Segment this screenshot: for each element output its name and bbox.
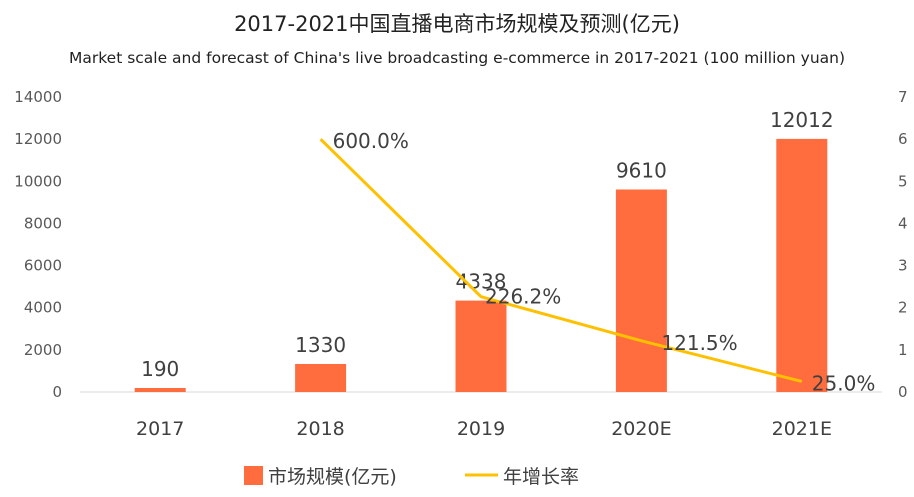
y-tick-label: 4000: [24, 299, 62, 317]
y2-tick-label: 6: [898, 130, 908, 148]
x-tick-label: 2018: [296, 418, 344, 440]
bar-value-label: 1330: [295, 333, 346, 357]
legend-label-line: 年增长率: [503, 466, 579, 488]
bar-value-label: 190: [141, 357, 179, 381]
growth-rate-series: [319, 138, 803, 383]
bar: [776, 138, 828, 392]
y2-tick-label: 1: [898, 341, 908, 359]
y-tick-label: 6000: [24, 257, 62, 275]
x-tick-label: 2021E: [772, 418, 832, 440]
x-tick-label: 2017: [136, 418, 184, 440]
bar-value-label: 12012: [770, 108, 834, 132]
y-tick-label: 12000: [14, 130, 62, 148]
bar: [134, 387, 186, 392]
left-axis-ticks: 0 2000 4000 6000 8000 10000 12000 14000: [14, 88, 62, 401]
chart-title: 2017-2021中国直播电商市场规模及预测(亿元): [234, 12, 680, 36]
y-tick-label: 0: [52, 383, 62, 401]
x-tick-label: 2019: [457, 418, 505, 440]
bar-series: [134, 138, 828, 392]
right-axis-ticks: 0 1 2 3 4 5 6 7: [898, 88, 908, 401]
growth-rate-label: 121.5%: [661, 331, 737, 355]
bar: [295, 363, 347, 392]
legend-swatch-bar: [244, 466, 263, 485]
bar-value-label: 9610: [616, 159, 667, 183]
legend-label-bar: 市场规模(亿元): [268, 466, 397, 488]
y2-tick-label: 5: [898, 172, 908, 190]
growth-rate-label: 600.0%: [333, 129, 409, 153]
x-tick-label: 2020E: [611, 418, 671, 440]
y2-tick-label: 2: [898, 299, 908, 317]
y-tick-label: 14000: [14, 88, 62, 106]
legend: 市场规模(亿元) 年增长率: [244, 466, 579, 488]
bar: [455, 300, 507, 392]
chart-subtitle: Market scale and forecast of China's liv…: [68, 49, 846, 67]
y-tick-label: 8000: [24, 214, 62, 232]
growth-rate-labels: 600.0% 226.2% 121.5% 25.0%: [333, 129, 876, 395]
growth-rate-line: [319, 138, 803, 383]
y-tick-label: 10000: [14, 172, 62, 190]
growth-rate-label: 226.2%: [485, 285, 561, 309]
y2-tick-label: 0: [898, 383, 908, 401]
y-tick-label: 2000: [24, 341, 62, 359]
growth-rate-label: 25.0%: [812, 371, 876, 395]
bar: [615, 189, 667, 392]
category-labels: 2017 2018 2019 2020E 2021E: [136, 418, 832, 440]
y2-tick-label: 4: [898, 214, 908, 232]
y2-tick-label: 3: [898, 257, 908, 275]
y2-tick-label: 7: [898, 88, 908, 106]
